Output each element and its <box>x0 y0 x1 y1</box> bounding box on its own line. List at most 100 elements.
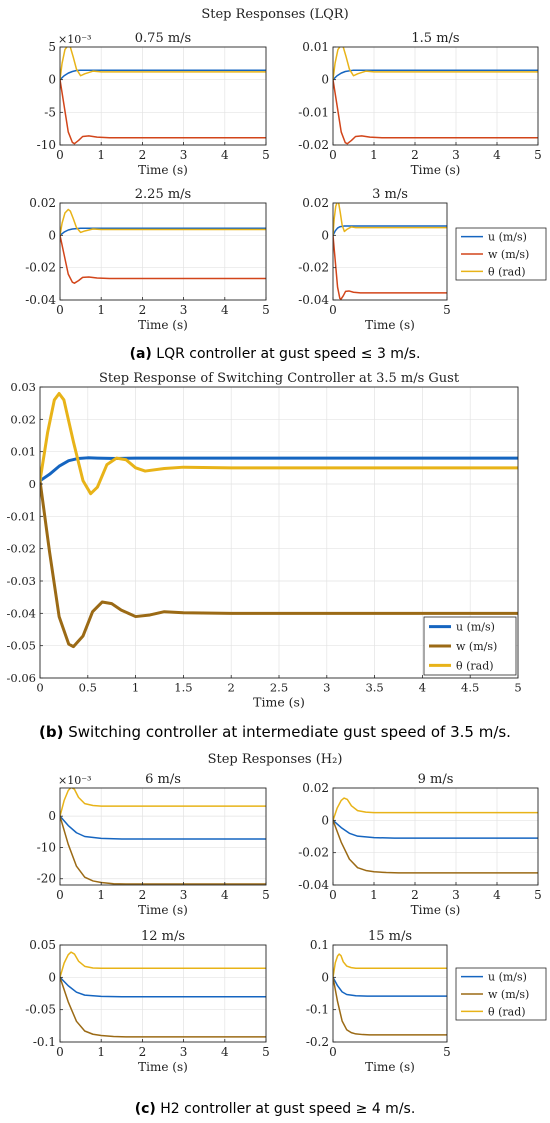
caption-c-text: H2 controller at gust speed ≥ 4 m/s. <box>156 1101 415 1117</box>
y-tick-label-3: 0.05 <box>29 938 56 952</box>
caption-a: (a) LQR controller at gust speed ≤ 3 m/s… <box>130 346 421 362</box>
y-tick-label-1: -0.1 <box>306 1003 329 1017</box>
y-exponent: ×10⁻³ <box>58 774 91 787</box>
chart-title: 1.5 m/s <box>411 31 459 46</box>
plot-area <box>60 47 266 145</box>
y-tick-label-3: 0.01 <box>302 40 329 54</box>
x-axis-label: Time (s) <box>411 163 461 177</box>
legend-entry-1: w (m/s) <box>456 640 497 653</box>
y-tick-label-9: 0.03 <box>10 380 36 394</box>
y-tick-label-2: 0 <box>48 809 56 823</box>
legend-entry-0: u (m/s) <box>488 231 527 244</box>
series-line-1 <box>333 976 447 1036</box>
x-tick-label-4: 4 <box>493 148 501 162</box>
x-axis-label: Time (s) <box>253 695 305 710</box>
x-tick-label-3: 3 <box>180 1045 188 1059</box>
x-tick-label-0: 0 <box>56 888 64 902</box>
series-line-2 <box>60 788 266 817</box>
y-tick-label-4: -0.02 <box>7 542 37 556</box>
series-line-1 <box>60 78 266 145</box>
x-tick-label-1: 5 <box>443 1045 451 1059</box>
x-tick-label-7: 3.5 <box>365 681 383 695</box>
x-tick-label-3: 1.5 <box>174 681 192 695</box>
x-tick-label-1: 1 <box>97 1045 105 1059</box>
series-line-1 <box>333 234 447 300</box>
x-tick-label-5: 5 <box>262 148 270 162</box>
x-tick-label-2: 2 <box>139 148 147 162</box>
x-tick-label-10: 5 <box>514 681 521 695</box>
plot-area <box>60 945 266 1042</box>
y-tick-label-0: -0.06 <box>7 671 37 685</box>
chart-title: 15 m/s <box>368 929 412 944</box>
series-line-1 <box>333 819 538 874</box>
series-line-0 <box>60 815 266 840</box>
chart-h2-12: 0 1 2 3 4 5 -0.1 -0.05 0 0.05 12 m/s Time (s) <box>25 929 270 1074</box>
y-tick-label-6: 0 <box>29 477 36 491</box>
x-tick-label-4: 2 <box>228 681 235 695</box>
y-tick-label-3: 0.02 <box>302 781 329 795</box>
axes-box <box>332 46 539 146</box>
legend-entry-2: θ (rad) <box>456 659 494 672</box>
x-tick-label-1: 1 <box>97 303 105 317</box>
series-line-2 <box>333 47 538 81</box>
caption-b-text: Switching controller at intermediate gus… <box>64 723 511 741</box>
y-tick-label-2: 0 <box>321 813 329 827</box>
y-tick-label-2: 0 <box>321 970 329 984</box>
x-tick-label-0: 0 <box>329 888 337 902</box>
chart-title: 6 m/s <box>145 772 181 787</box>
x-tick-label-0: 0 <box>329 148 337 162</box>
x-axis-label: Time (s) <box>138 903 188 917</box>
plot-area <box>60 788 266 885</box>
x-tick-label-4: 4 <box>221 148 229 162</box>
x-tick-label-1: 1 <box>97 888 105 902</box>
lqr-group-title: Step Responses (LQR) <box>201 7 348 22</box>
y-tick-label-2: 0 <box>48 73 56 87</box>
y-tick-label-0: -10 <box>37 138 56 152</box>
x-tick-label-6: 3 <box>323 681 330 695</box>
chart-lqr-2-25: 0 1 2 3 4 5 -0.04 -0.02 0 0.02 2.25 m/s Time (s) <box>25 187 270 332</box>
legend-entry-0: u (m/s) <box>488 971 527 984</box>
y-tick-label-8: 0.02 <box>10 412 36 426</box>
y-tick-label-1: -0.02 <box>298 846 329 860</box>
chart-lqr-3: 0 5 -0.04 -0.02 0 0.02 3 m/s Time (s) u (m/s) w (… <box>298 187 547 332</box>
x-tick-label-0: 0 <box>329 303 337 317</box>
y-tick-label-0: -0.04 <box>298 293 329 307</box>
series-line-0 <box>333 976 447 997</box>
x-tick-label-2: 2 <box>139 1045 147 1059</box>
chart-title: 12 m/s <box>141 929 185 944</box>
series-line-2 <box>40 391 518 496</box>
x-tick-label-0: 0 <box>36 681 43 695</box>
x-tick-label-3: 3 <box>180 888 188 902</box>
series-line-1 <box>60 976 266 1038</box>
series-line-0 <box>333 819 538 839</box>
y-exponent: ×10⁻³ <box>58 33 91 46</box>
x-tick-label-1: 1 <box>97 148 105 162</box>
y-tick-label-1: -5 <box>44 105 56 119</box>
x-tick-label-2: 2 <box>411 888 419 902</box>
y-tick-label-5: -0.01 <box>7 509 37 523</box>
series-line-2 <box>60 47 266 81</box>
x-tick-label-4: 4 <box>493 888 501 902</box>
x-tick-label-2: 1 <box>132 681 139 695</box>
legend-entry-1: w (m/s) <box>488 988 529 1001</box>
axes-box <box>59 944 267 1043</box>
x-tick-label-3: 3 <box>452 888 460 902</box>
x-tick-label-1: 1 <box>370 888 378 902</box>
series-line-2 <box>333 203 447 237</box>
axes-box <box>332 202 448 301</box>
series-line-0 <box>333 225 447 237</box>
chart-h2-9: 0 1 2 3 4 5 -0.04 -0.02 0 0.02 9 m/s Time (s) <box>298 772 542 917</box>
chart-title: Step Response of Switching Controller at… <box>99 371 460 386</box>
series-line-1 <box>40 479 518 649</box>
legend: u (m/s) w (m/s) θ (rad) <box>423 616 517 676</box>
x-tick-label-0: 0 <box>56 1045 64 1059</box>
x-tick-label-9: 4.5 <box>461 681 479 695</box>
x-axis-label: Time (s) <box>138 318 188 332</box>
series-line-0 <box>60 976 266 998</box>
y-tick-label-2: -0.04 <box>7 606 37 620</box>
x-tick-label-4: 4 <box>221 1045 229 1059</box>
legend-entry-0: u (m/s) <box>456 621 495 634</box>
plot-area <box>333 47 538 145</box>
x-tick-label-1: 1 <box>370 148 378 162</box>
